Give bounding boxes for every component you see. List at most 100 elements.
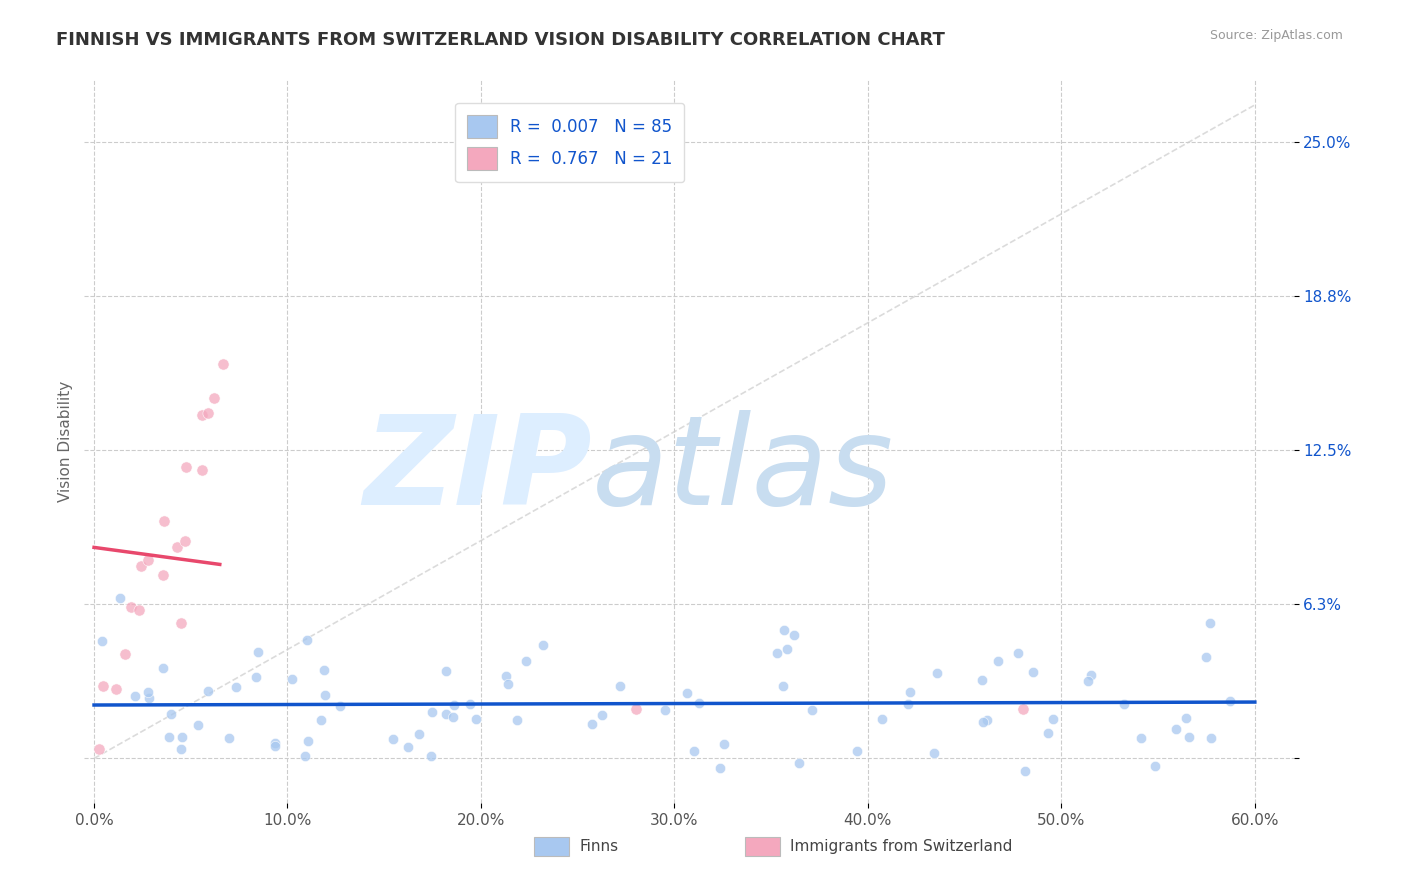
Point — [531, 638, 554, 652]
Point — [124, 690, 146, 704]
Point — [105, 681, 128, 696]
Text: FINNISH VS IMMIGRANTS FROM SWITZERLAND VISION DISABILITY CORRELATION CHART: FINNISH VS IMMIGRANTS FROM SWITZERLAND V… — [56, 31, 945, 49]
Point — [1014, 764, 1036, 778]
Point — [197, 684, 219, 698]
Point — [609, 679, 631, 693]
Point — [309, 713, 332, 727]
Point — [772, 680, 794, 694]
Point — [581, 717, 603, 731]
Point — [709, 761, 731, 775]
Point — [458, 698, 481, 712]
Point — [420, 705, 443, 719]
Point — [396, 739, 419, 754]
Point — [294, 748, 316, 763]
Point — [138, 690, 160, 705]
Point — [976, 713, 998, 727]
Point — [1042, 712, 1064, 726]
Point — [170, 615, 193, 630]
Point — [281, 673, 304, 687]
Point — [872, 712, 894, 726]
Point — [465, 712, 488, 726]
Point — [682, 744, 704, 758]
Point — [1144, 759, 1167, 773]
Point — [434, 664, 457, 678]
Point — [225, 681, 247, 695]
Point — [170, 742, 193, 756]
Point — [93, 679, 115, 693]
Legend: R =  0.007   N = 85, R =  0.767   N = 21: R = 0.007 N = 85, R = 0.767 N = 21 — [456, 103, 685, 182]
Point — [1011, 702, 1033, 716]
Point — [927, 666, 949, 681]
Point — [136, 553, 159, 567]
Point — [246, 645, 269, 659]
Point — [166, 541, 188, 555]
Point — [408, 727, 430, 741]
Point — [654, 703, 676, 717]
Point — [419, 748, 441, 763]
Point — [197, 406, 219, 420]
Point — [89, 742, 111, 756]
Text: Source: ZipAtlas.com: Source: ZipAtlas.com — [1209, 29, 1343, 42]
Point — [152, 661, 174, 675]
Point — [295, 633, 318, 648]
Point — [496, 677, 519, 691]
Point — [1080, 667, 1102, 681]
Point — [1219, 694, 1241, 708]
Point — [773, 623, 796, 637]
Point — [120, 599, 142, 614]
Point — [495, 668, 517, 682]
Point — [515, 653, 537, 667]
Point — [136, 684, 159, 698]
Point — [264, 739, 287, 753]
Point — [434, 707, 457, 722]
Point — [1129, 731, 1152, 745]
Point — [174, 534, 197, 549]
Point — [129, 558, 152, 573]
Text: Immigrants from Switzerland: Immigrants from Switzerland — [790, 839, 1012, 854]
Point — [1038, 726, 1060, 740]
Point — [787, 756, 810, 771]
Point — [1199, 615, 1222, 630]
Point — [170, 730, 193, 744]
Point — [190, 409, 212, 423]
Point — [713, 737, 735, 751]
Point — [218, 731, 240, 745]
Point — [202, 391, 225, 405]
Point — [776, 641, 799, 656]
Point — [128, 603, 150, 617]
Point — [187, 718, 209, 732]
Point — [1199, 731, 1222, 746]
Point — [245, 670, 267, 684]
Point — [972, 673, 994, 688]
Point — [190, 463, 212, 477]
Point — [152, 568, 174, 582]
Point — [91, 634, 114, 648]
Point — [676, 685, 699, 699]
Y-axis label: Vision Disability: Vision Disability — [58, 381, 73, 502]
Point — [314, 688, 336, 702]
Point — [108, 591, 131, 606]
Point — [922, 747, 945, 761]
Point — [1175, 711, 1198, 725]
Point — [1195, 650, 1218, 665]
Text: atlas: atlas — [592, 410, 894, 531]
Point — [801, 703, 824, 717]
Point — [211, 357, 233, 371]
Point — [1114, 697, 1136, 711]
Point — [591, 707, 613, 722]
Point — [314, 663, 336, 677]
Point — [157, 730, 180, 744]
Point — [159, 706, 181, 721]
Point — [264, 735, 287, 749]
Point — [624, 702, 647, 716]
Point — [783, 628, 806, 642]
Point — [688, 697, 710, 711]
Point — [898, 684, 921, 698]
Point — [1077, 674, 1099, 689]
Point — [114, 647, 136, 661]
Point — [174, 459, 197, 474]
Point — [441, 710, 464, 724]
Point — [443, 698, 465, 712]
Text: ZIP: ZIP — [364, 410, 592, 531]
Point — [329, 699, 352, 714]
